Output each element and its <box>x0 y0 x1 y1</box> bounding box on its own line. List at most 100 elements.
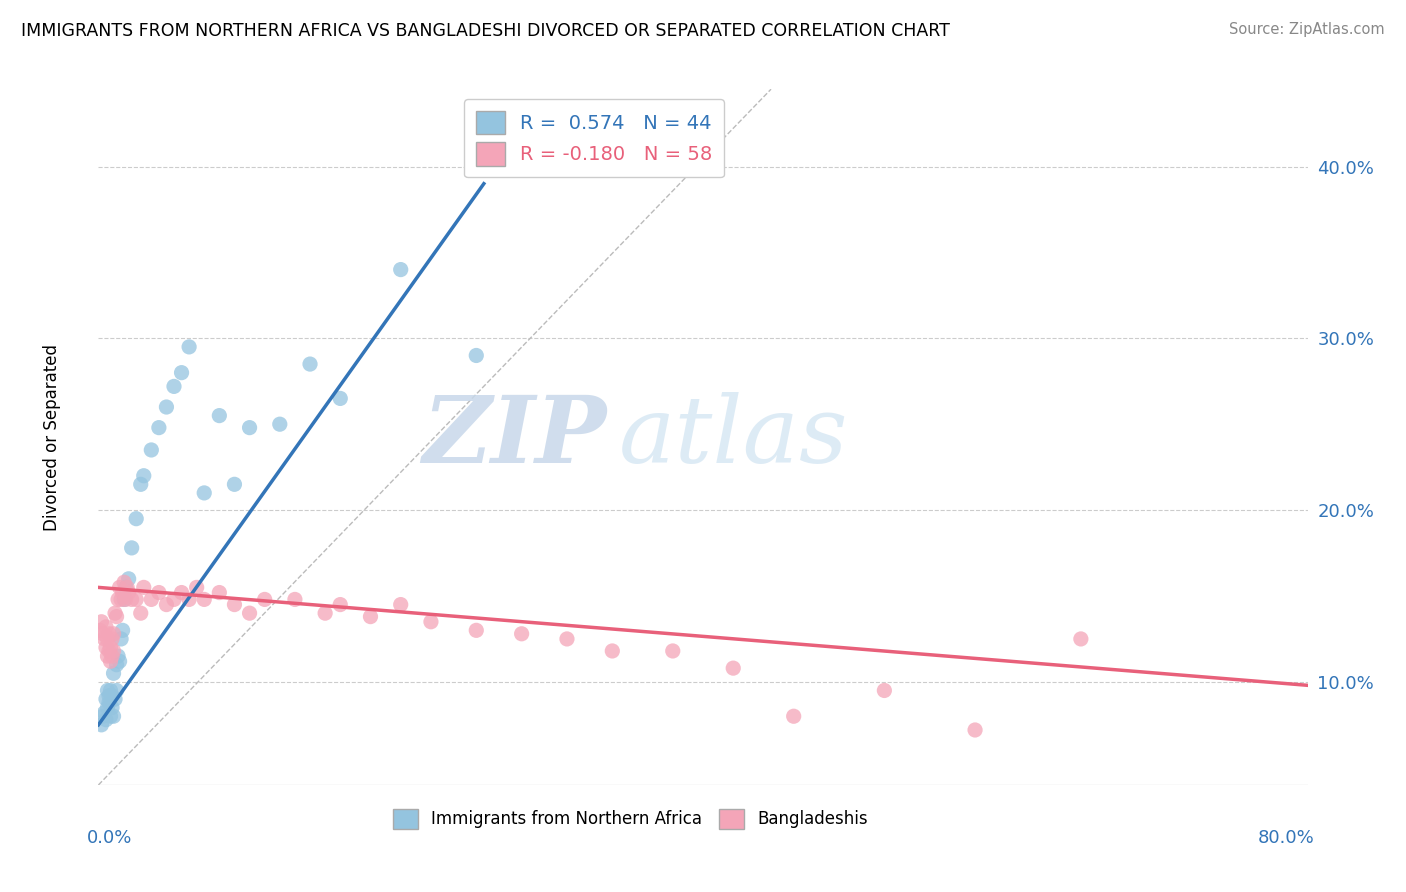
Point <box>94 640 117 655</box>
Point <box>107 592 129 607</box>
Point <box>163 379 186 393</box>
Point <box>329 598 352 612</box>
Point <box>110 592 132 607</box>
Point <box>101 649 124 664</box>
Point <box>105 609 128 624</box>
Point <box>125 511 148 525</box>
Point <box>100 709 122 723</box>
Point <box>98 627 121 641</box>
Point <box>98 644 121 658</box>
Point <box>465 624 488 638</box>
Point <box>329 392 352 406</box>
Point <box>314 606 336 620</box>
Point <box>965 723 987 737</box>
Point <box>360 609 382 624</box>
Point <box>1070 632 1092 646</box>
Point <box>98 696 121 710</box>
Point <box>89 624 111 638</box>
Point <box>186 581 208 595</box>
Point <box>96 649 118 664</box>
Point <box>115 581 138 595</box>
Point <box>103 627 125 641</box>
Point <box>111 585 134 599</box>
Point <box>141 442 163 457</box>
Text: 80.0%: 80.0% <box>1258 830 1315 847</box>
Point <box>96 683 118 698</box>
Point <box>96 632 118 646</box>
Point <box>103 644 125 658</box>
Point <box>284 592 307 607</box>
Point <box>111 624 134 638</box>
Point <box>93 632 115 646</box>
Point <box>108 581 131 595</box>
Point <box>94 713 117 727</box>
Point <box>100 654 122 668</box>
Point <box>105 683 128 698</box>
Point <box>555 632 578 646</box>
Point <box>170 366 193 380</box>
Point <box>105 657 128 672</box>
Text: Divorced or Separated: Divorced or Separated <box>44 343 62 531</box>
Point <box>91 627 114 641</box>
Point <box>510 627 533 641</box>
Point <box>118 585 141 599</box>
Point <box>224 477 246 491</box>
Point <box>98 689 121 703</box>
Legend: Immigrants from Northern Africa, Bangladeshis: Immigrants from Northern Africa, Banglad… <box>387 802 875 836</box>
Point <box>239 420 262 434</box>
Point <box>121 541 143 555</box>
Point <box>148 420 170 434</box>
Point <box>101 689 124 703</box>
Point <box>101 700 124 714</box>
Point <box>129 606 152 620</box>
Point <box>873 683 896 698</box>
Point <box>121 592 143 607</box>
Point <box>103 666 125 681</box>
Point <box>208 409 231 423</box>
Point <box>155 598 177 612</box>
Point <box>141 592 163 607</box>
Point <box>114 581 136 595</box>
Text: Source: ZipAtlas.com: Source: ZipAtlas.com <box>1229 22 1385 37</box>
Point <box>602 644 624 658</box>
Point <box>269 417 291 432</box>
Point <box>96 700 118 714</box>
Point <box>91 709 114 723</box>
Point <box>104 692 127 706</box>
Point <box>112 575 135 590</box>
Point <box>723 661 745 675</box>
Point <box>193 486 215 500</box>
Point <box>179 592 201 607</box>
Point <box>299 357 322 371</box>
Point <box>465 349 488 363</box>
Point <box>118 572 141 586</box>
Point <box>661 644 683 658</box>
Point <box>208 585 231 599</box>
Point <box>94 620 117 634</box>
Point <box>90 615 112 629</box>
Point <box>163 592 186 607</box>
Point <box>253 592 276 607</box>
Point <box>90 718 112 732</box>
Point <box>389 598 412 612</box>
Point <box>114 592 136 607</box>
Point <box>193 592 215 607</box>
Point <box>100 640 122 655</box>
Point <box>93 706 115 720</box>
Point <box>132 581 155 595</box>
Text: IMMIGRANTS FROM NORTHERN AFRICA VS BANGLADESHI DIVORCED OR SEPARATED CORRELATION: IMMIGRANTS FROM NORTHERN AFRICA VS BANGL… <box>21 22 950 40</box>
Point <box>110 632 132 646</box>
Text: atlas: atlas <box>619 392 848 482</box>
Point <box>101 632 124 646</box>
Point <box>239 606 262 620</box>
Text: 0.0%: 0.0% <box>87 830 132 847</box>
Point <box>783 709 806 723</box>
Point <box>112 592 135 607</box>
Point <box>389 262 412 277</box>
Point <box>94 692 117 706</box>
Point <box>125 592 148 607</box>
Point <box>179 340 201 354</box>
Text: ZIP: ZIP <box>422 392 606 482</box>
Point <box>103 709 125 723</box>
Point <box>155 400 177 414</box>
